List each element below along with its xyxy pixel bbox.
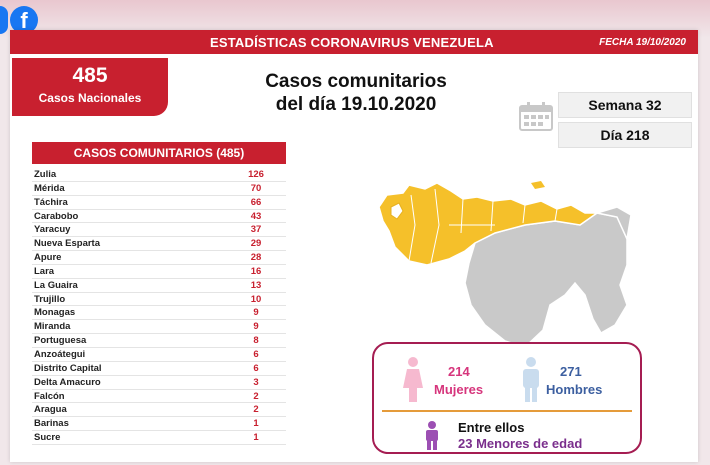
banner-title: ESTADÍSTICAS CORONAVIRUS VENEZUELA — [210, 35, 494, 50]
calendar-icon — [519, 102, 553, 131]
state-cases: 43 — [250, 210, 262, 222]
minors-text: 23 Menores de edad — [458, 436, 583, 451]
state-cases: 13 — [250, 279, 262, 291]
cases-table: CASOS COMUNITARIOS (485) Zulia 126 Mérida 7… — [32, 142, 286, 445]
table-row: Nueva Esparta 29 — [32, 237, 286, 252]
headline-line2: del día 19.10.2020 — [275, 94, 437, 115]
map-region-yellow — [378, 182, 600, 266]
child-icon — [426, 421, 438, 450]
facebook-icon[interactable]: f — [10, 6, 38, 34]
state-cases: 6 — [253, 348, 259, 360]
map-zulia-lake — [390, 202, 404, 220]
state-cases: 70 — [250, 182, 262, 194]
total-cases-box: 485 Casos Nacionales — [12, 58, 168, 116]
table-row: Miranda 9 — [32, 320, 286, 335]
state-name: Lara — [34, 265, 55, 277]
state-cases: 37 — [250, 224, 262, 236]
minors-intro: Entre ellos — [458, 420, 525, 435]
state-name: Zulia — [34, 169, 57, 180]
table-row: Monagas 9 — [32, 306, 286, 321]
table-row: Sucre 1 — [32, 431, 286, 445]
state-name: Apure — [34, 252, 62, 264]
state-cases: 2 — [253, 390, 259, 402]
total-cases-number: 485 — [72, 64, 108, 87]
state-name: Monagas — [34, 307, 76, 319]
state-name: Anzoátegui — [34, 348, 86, 360]
state-name: Barinas — [34, 418, 69, 430]
state-cases: 66 — [250, 196, 262, 208]
state-name: Sucre — [34, 432, 61, 444]
headline: Casos comunitarios del día 19.10.2020 — [256, 70, 456, 116]
men-label: Hombres — [546, 382, 603, 397]
table-row: Distrito Capital 6 — [32, 362, 286, 376]
state-name: Delta Amacuro — [34, 376, 101, 388]
state-name: Distrito Capital — [34, 362, 102, 374]
state-name: Mérida — [34, 182, 65, 194]
table-row: Apure 28 — [32, 251, 286, 265]
table-row: Anzoátegui 6 — [32, 348, 286, 362]
table-row: Delta Amacuro 3 — [32, 376, 286, 390]
table-row: Mérida 70 — [32, 182, 286, 196]
state-name: Falcón — [34, 390, 65, 402]
state-cases: 9 — [253, 321, 259, 333]
state-name: Miranda — [34, 321, 71, 333]
table-row: Falcón 2 — [32, 390, 286, 404]
women-label: Mujeres — [434, 382, 484, 397]
state-cases: 1 — [253, 432, 259, 444]
table-row: Yaracuy 37 — [32, 223, 286, 238]
table-row: Carabobo 43 — [32, 210, 286, 224]
cases-table-rows: Zulia 126 Mérida 70 Táchira 66 Carabobo 43 Yarac… — [32, 168, 286, 445]
woman-icon — [403, 357, 423, 402]
table-row: Trujillo 10 — [32, 293, 286, 307]
state-name: Trujillo — [34, 293, 66, 305]
table-row: Aragua 2 — [32, 403, 286, 418]
map-delta-gray — [596, 206, 632, 242]
state-cases: 126 — [248, 169, 264, 180]
banner-date: FECHA 19/10/2020 — [599, 37, 686, 48]
venezuela-map — [378, 181, 632, 348]
state-cases: 10 — [250, 293, 262, 305]
table-row: Portuguesa 8 — [32, 334, 286, 348]
demographics-divider — [382, 410, 632, 412]
facebook-icon-partial[interactable] — [0, 6, 8, 34]
state-name: Carabobo — [34, 210, 79, 222]
day-counter: Día 218 — [558, 122, 692, 148]
state-name: Aragua — [34, 404, 67, 416]
table-row: La Guaira 13 — [32, 279, 286, 293]
men-count: 271 — [560, 364, 582, 379]
state-cases: 8 — [253, 335, 259, 347]
infographic-card: ESTADÍSTICAS CORONAVIRUS VENEZUELA FECHA… — [10, 30, 698, 462]
week-counter: Semana 32 — [558, 92, 692, 118]
header-banner: ESTADÍSTICAS CORONAVIRUS VENEZUELA FECHA… — [10, 30, 698, 54]
headline-line1: Casos comunitarios — [265, 71, 447, 92]
women-count: 214 — [448, 364, 470, 379]
demographics-box: 214 Mujeres 271 Hombres Entre ellos 23 M… — [372, 342, 642, 454]
state-cases: 16 — [250, 265, 262, 277]
state-cases: 3 — [253, 376, 259, 388]
state-name: Táchira — [34, 196, 68, 208]
man-icon — [523, 357, 539, 402]
state-name: Yaracuy — [34, 224, 71, 236]
table-row: Lara 16 — [32, 265, 286, 279]
state-name: La Guaira — [34, 279, 78, 291]
state-name: Nueva Esparta — [34, 238, 101, 250]
table-row: Barinas 1 — [32, 417, 286, 432]
state-cases: 29 — [250, 238, 262, 250]
state-cases: 9 — [253, 307, 259, 319]
state-cases: 2 — [253, 404, 259, 416]
state-name: Portuguesa — [34, 335, 87, 347]
table-row: Zulia 126 — [32, 168, 286, 182]
state-cases: 6 — [253, 362, 259, 374]
map-margarita-island — [531, 181, 545, 189]
total-cases-label: Casos Nacionales — [38, 91, 142, 105]
table-row: Táchira 66 — [32, 196, 286, 210]
cases-table-title: CASOS COMUNITARIOS (485) — [32, 142, 286, 164]
state-cases: 1 — [253, 418, 259, 430]
state-cases: 28 — [250, 252, 262, 264]
